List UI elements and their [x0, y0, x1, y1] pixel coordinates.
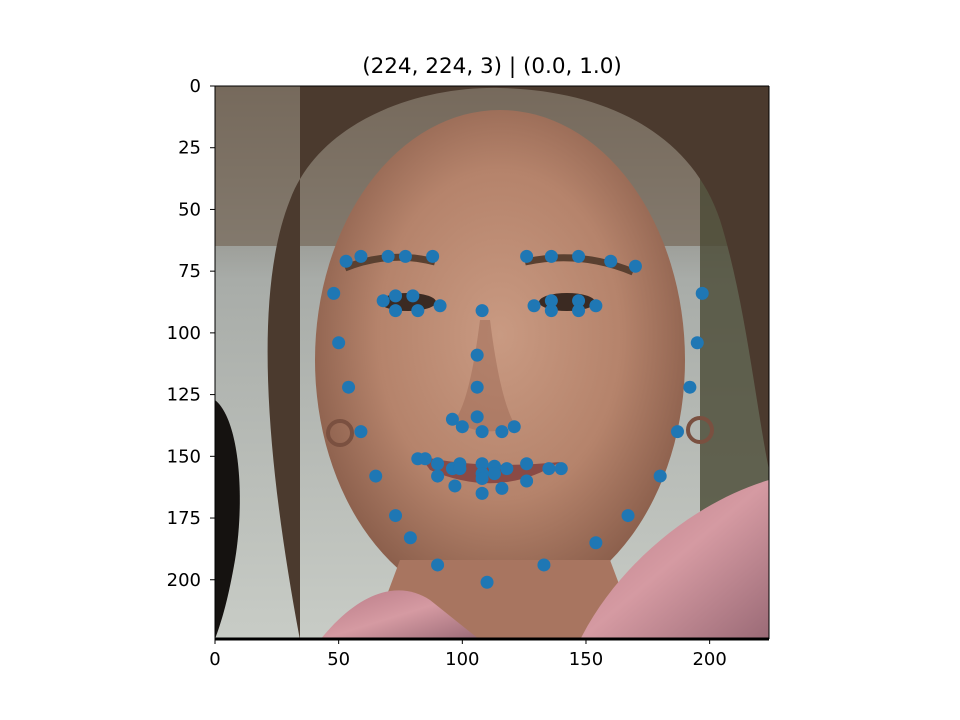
- landmark-point: [589, 536, 603, 550]
- y-tick-label: 25: [178, 138, 201, 159]
- landmark-point: [406, 289, 420, 303]
- landmark-point: [389, 509, 403, 523]
- landmark-point: [520, 457, 534, 471]
- landmark-point: [455, 420, 469, 434]
- landmark-point: [544, 249, 558, 263]
- landmark-point: [544, 304, 558, 318]
- landmark-point: [695, 286, 709, 300]
- landmark-point: [690, 336, 704, 350]
- y-tick-label: 50: [178, 199, 201, 220]
- chart-title: (224, 224, 3) | (0.0, 1.0): [362, 54, 622, 79]
- y-tick-label: 0: [190, 76, 201, 97]
- landmark-point: [495, 425, 509, 439]
- landmark-point: [369, 469, 383, 483]
- landmark-point: [572, 294, 586, 308]
- landmark-point: [628, 259, 642, 273]
- landmark-point: [507, 420, 521, 434]
- landmark-point: [500, 462, 514, 476]
- landmark-point: [389, 289, 403, 303]
- landmark-point: [453, 462, 467, 476]
- x-tick-label: 100: [445, 649, 479, 670]
- landmark-point: [544, 294, 558, 308]
- y-tick-label: 75: [178, 261, 201, 282]
- landmark-point: [475, 486, 489, 500]
- landmark-point: [431, 457, 445, 471]
- landmark-point: [542, 462, 556, 476]
- landmark-point: [475, 425, 489, 439]
- landmark-point: [403, 531, 417, 545]
- landmark-point: [376, 294, 390, 308]
- landmark-point: [470, 380, 484, 394]
- landmark-point: [332, 336, 346, 350]
- landmark-point: [433, 299, 447, 313]
- x-tick-label: 150: [569, 649, 603, 670]
- landmark-point: [381, 249, 395, 263]
- landmark-point: [475, 457, 489, 471]
- y-tick-label: 100: [167, 323, 201, 344]
- y-tick-label: 150: [167, 446, 201, 467]
- x-tick-label: 0: [209, 649, 220, 670]
- x-axis: 0 50 100 150 200: [209, 639, 727, 670]
- landmark-point: [480, 575, 494, 589]
- landmark-point: [495, 481, 509, 495]
- landmark-point: [520, 474, 534, 488]
- landmark-point: [604, 254, 618, 268]
- landmark-point: [470, 410, 484, 424]
- landmark-point: [589, 299, 603, 313]
- landmark-point: [418, 452, 432, 466]
- landmark-point: [537, 558, 551, 572]
- landmark-point: [683, 380, 697, 394]
- landmark-point: [621, 509, 635, 523]
- landmark-point: [327, 286, 341, 300]
- landmark-point: [470, 348, 484, 362]
- landmark-point: [431, 558, 445, 572]
- landmark-point: [653, 469, 667, 483]
- landmark-point: [448, 479, 462, 493]
- landmark-point: [670, 425, 684, 439]
- x-tick-label: 50: [327, 649, 350, 670]
- landmark-point: [527, 299, 541, 313]
- landmark-point: [426, 249, 440, 263]
- landmark-point: [354, 249, 368, 263]
- background-photo: [215, 86, 769, 639]
- axes-frame: [214, 85, 770, 641]
- landmark-point: [342, 380, 356, 394]
- landmark-point: [431, 469, 445, 483]
- landmark-point: [339, 254, 353, 268]
- landmark-points: [327, 249, 709, 589]
- landmark-point: [554, 462, 568, 476]
- landmark-point: [354, 425, 368, 439]
- landmark-point: [445, 412, 459, 426]
- landmark-point: [572, 249, 586, 263]
- landmark-point: [475, 472, 489, 486]
- landmark-point: [398, 249, 412, 263]
- x-tick-label: 200: [692, 649, 726, 670]
- landmark-point: [389, 304, 403, 318]
- y-tick-label: 175: [167, 508, 201, 529]
- y-tick-label: 200: [167, 570, 201, 591]
- landmark-point: [487, 467, 501, 481]
- y-tick-label: 125: [167, 385, 201, 406]
- landmark-point: [475, 304, 489, 318]
- landmark-point: [572, 304, 586, 318]
- landmark-point: [411, 304, 425, 318]
- landmark-point: [520, 249, 534, 263]
- y-axis: 0 25 50 75 100 125 150 175 200: [167, 76, 215, 591]
